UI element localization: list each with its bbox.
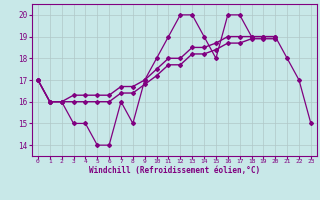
X-axis label: Windchill (Refroidissement éolien,°C): Windchill (Refroidissement éolien,°C) (89, 166, 260, 175)
